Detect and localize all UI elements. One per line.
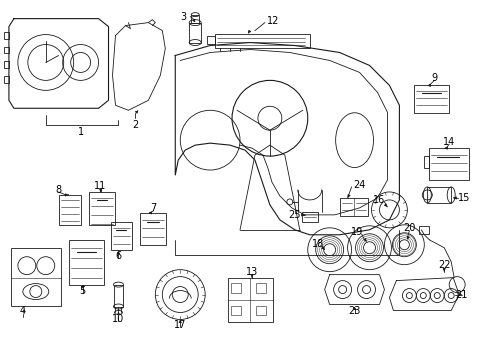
Text: 7: 7 <box>150 203 156 213</box>
Text: 23: 23 <box>347 306 360 316</box>
Text: 20: 20 <box>402 223 415 233</box>
Bar <box>189 23 201 42</box>
Bar <box>4 32 9 39</box>
Text: 3: 3 <box>180 12 186 22</box>
Bar <box>110 222 132 250</box>
Bar <box>68 240 103 285</box>
Bar <box>227 278 272 323</box>
Text: 11: 11 <box>94 181 106 191</box>
Text: 12: 12 <box>266 15 279 26</box>
Text: 24: 24 <box>353 180 365 190</box>
Bar <box>207 36 215 44</box>
Text: 10: 10 <box>112 314 124 324</box>
Bar <box>215 33 309 48</box>
Bar <box>88 192 114 225</box>
Text: 5: 5 <box>80 285 85 296</box>
Bar <box>4 46 9 54</box>
Bar <box>427 187 450 203</box>
Bar <box>424 156 428 168</box>
Bar <box>413 85 448 113</box>
Text: 4: 4 <box>20 306 26 316</box>
Text: 18: 18 <box>311 239 323 249</box>
Text: 19: 19 <box>351 227 363 237</box>
Text: 21: 21 <box>454 289 467 300</box>
Bar <box>4 76 9 84</box>
Text: 25: 25 <box>288 210 301 220</box>
Bar <box>255 283 265 293</box>
Bar <box>230 306 241 315</box>
Bar <box>113 285 123 306</box>
Bar <box>301 212 317 222</box>
Text: 14: 14 <box>442 137 454 147</box>
Text: 16: 16 <box>373 195 385 205</box>
Text: 17: 17 <box>174 320 186 330</box>
Bar <box>59 195 81 225</box>
Text: 13: 13 <box>245 267 258 276</box>
Bar <box>140 213 166 245</box>
Bar <box>255 306 265 315</box>
Bar <box>191 15 199 23</box>
Bar <box>339 198 367 216</box>
Text: 22: 22 <box>437 260 449 270</box>
Text: 15: 15 <box>457 193 469 203</box>
Text: 8: 8 <box>56 185 61 195</box>
Bar <box>419 226 428 234</box>
Text: 6: 6 <box>115 251 122 261</box>
Bar <box>11 248 61 306</box>
Text: 1: 1 <box>78 127 83 137</box>
Bar <box>230 283 241 293</box>
Text: 2: 2 <box>132 120 138 130</box>
Bar <box>4 62 9 68</box>
Bar <box>428 148 468 180</box>
Text: 9: 9 <box>430 73 436 84</box>
